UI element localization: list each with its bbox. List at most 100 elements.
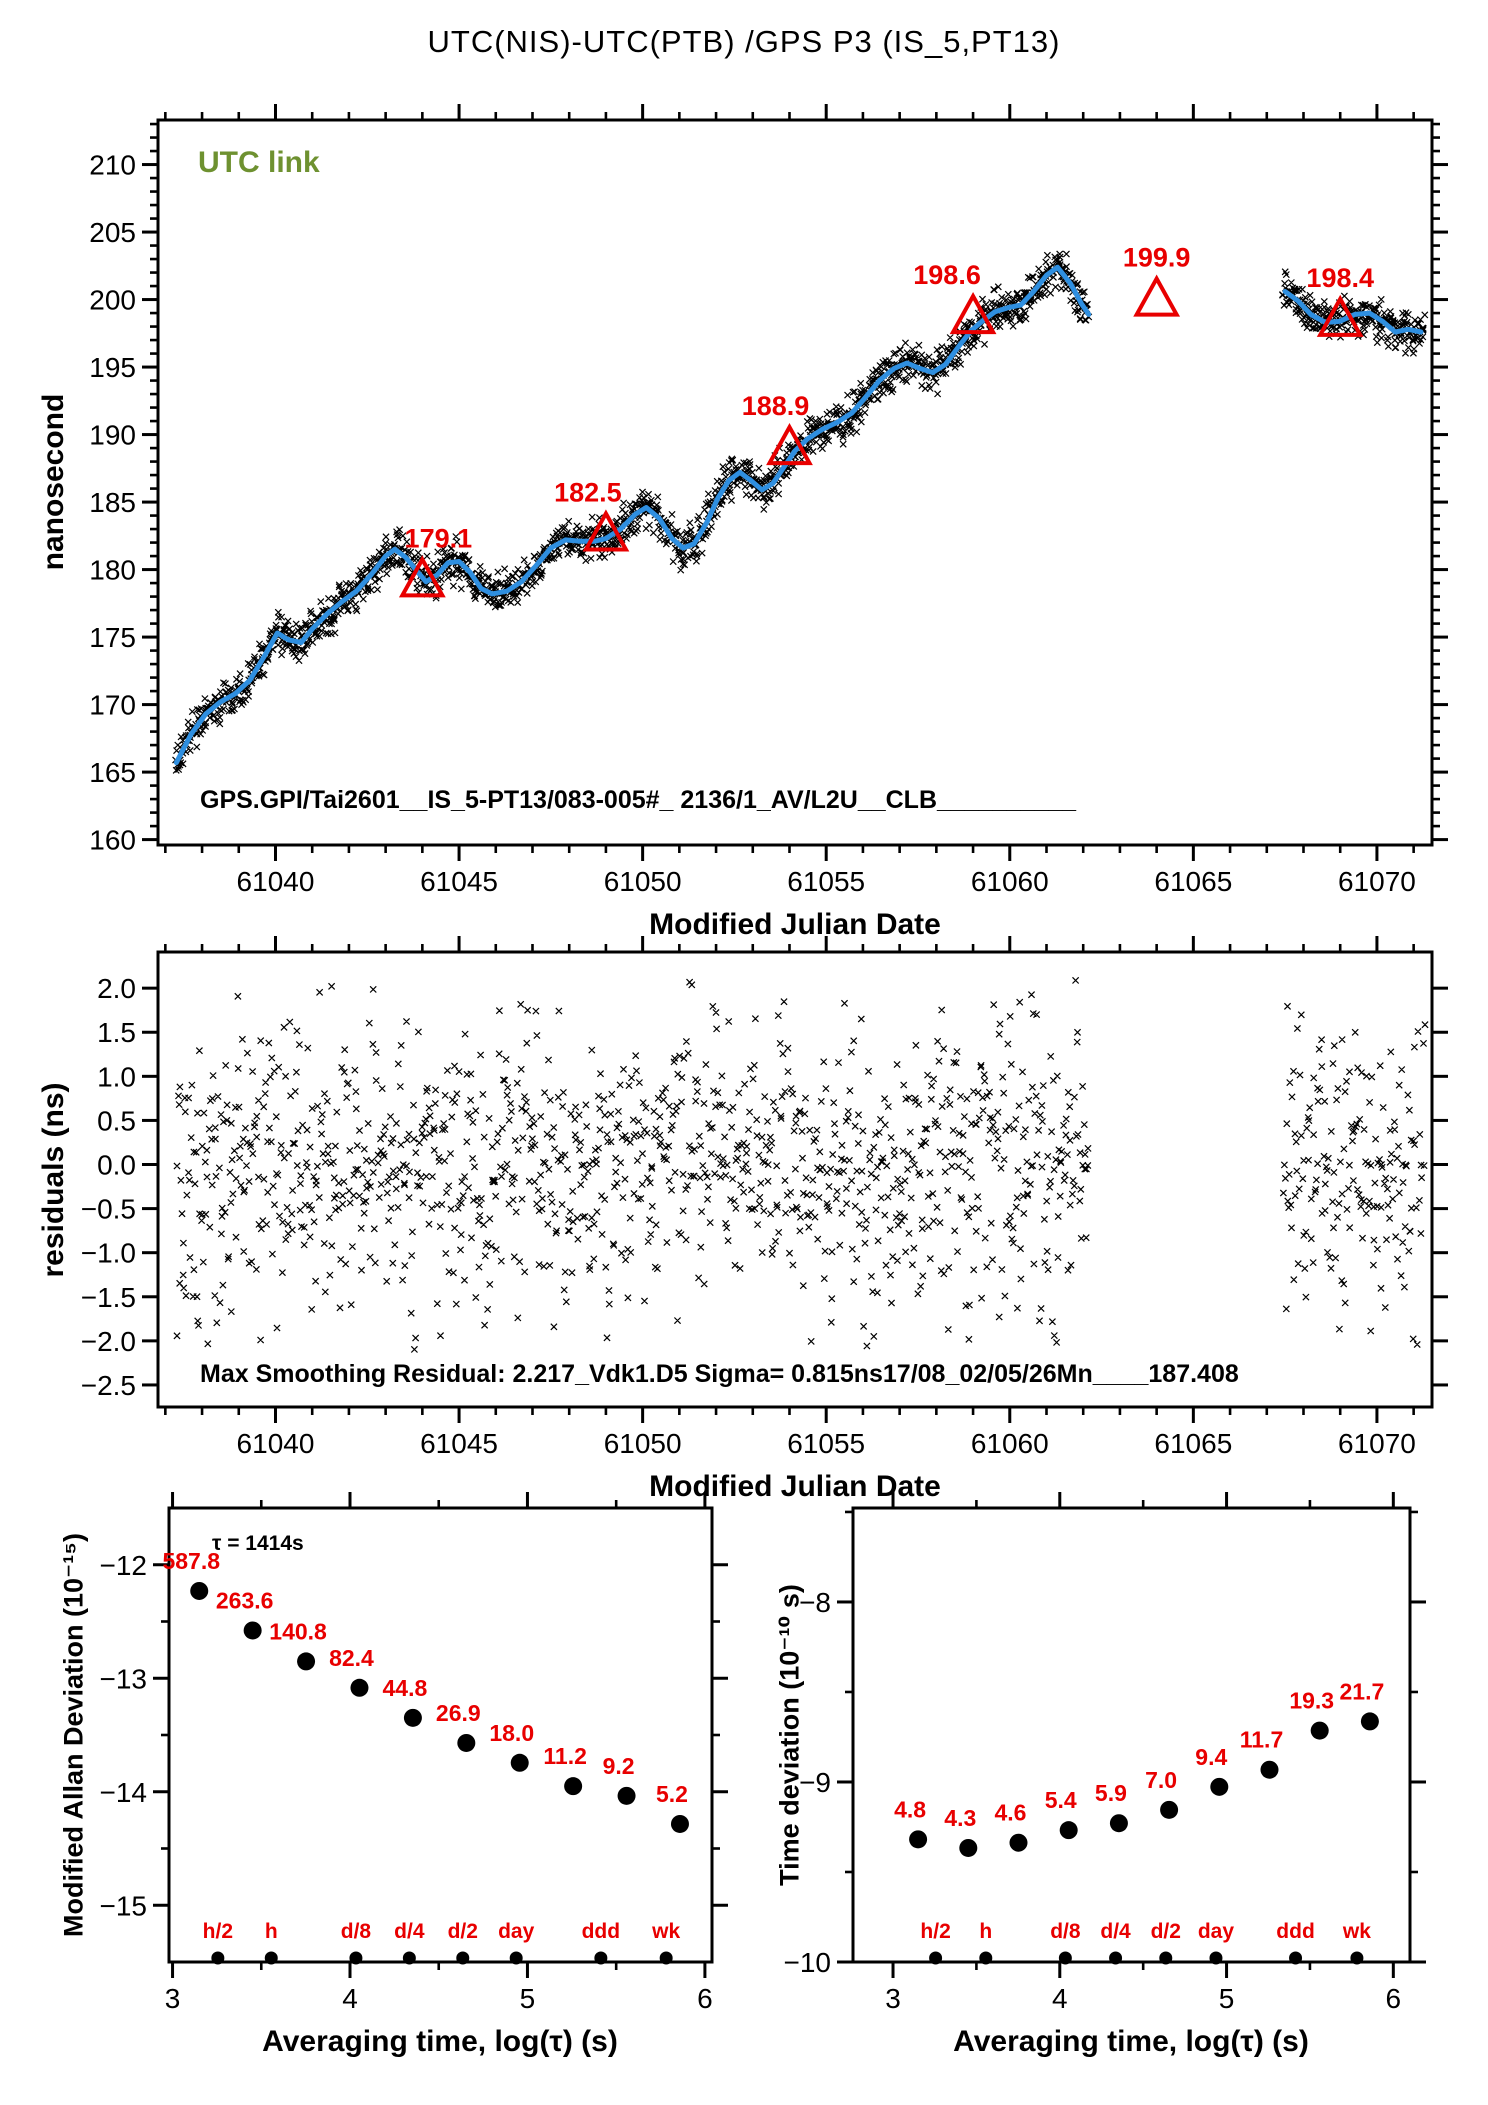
duration-label: h <box>979 1920 992 1943</box>
deviation-dot <box>243 1621 262 1640</box>
duration-dot-d/8 <box>1058 1951 1072 1965</box>
deviation-value-label: 7.0 <box>1145 1767 1177 1793</box>
deviation-value-label: 11.2 <box>543 1743 587 1769</box>
deviation-value-label: 587.8 <box>162 1548 220 1574</box>
deviation-value-label: 18.0 <box>489 1720 534 1746</box>
svg-text:−10: −10 <box>784 1947 832 1978</box>
duration-label: d/4 <box>1100 1920 1131 1943</box>
svg-text:180: 180 <box>89 555 136 586</box>
deviation-dot <box>670 1814 689 1833</box>
deviation-dot <box>1310 1721 1329 1740</box>
deviation-value-label: 82.4 <box>329 1645 374 1671</box>
utc-link-value-label: 188.9 <box>742 391 810 421</box>
svg-text:−14: −14 <box>100 1777 148 1808</box>
utc-link-triangle <box>1133 274 1181 317</box>
deviation-value-label: 263.6 <box>216 1587 274 1613</box>
svg-text:175: 175 <box>89 622 136 653</box>
svg-text:160: 160 <box>89 825 136 856</box>
deviation-dot <box>403 1708 422 1727</box>
smoothed-line-segment-1 <box>1282 289 1424 335</box>
mdev-panel-data-layer: h/2 h d/8 d/4 d/2 day ddd wk 587.8 263.6 140.882.4… <box>162 1548 689 1965</box>
svg-text:61070: 61070 <box>1338 1428 1416 1459</box>
duration-label: d/8 <box>341 1920 372 1943</box>
svg-text:1.0: 1.0 <box>97 1061 136 1092</box>
smoothed-line-segment-0 <box>173 264 1092 766</box>
duration-dot-d/8 <box>349 1951 363 1965</box>
svg-text:−2.0: −2.0 <box>81 1326 136 1357</box>
svg-text:6: 6 <box>697 1983 713 2014</box>
svg-text:1.5: 1.5 <box>97 1017 136 1048</box>
svg-text:61045: 61045 <box>420 866 498 897</box>
gps-scatter-points <box>172 250 1429 774</box>
duration-dot-d/2 <box>1159 1951 1173 1965</box>
svg-text:61070: 61070 <box>1338 866 1416 897</box>
deviation-value-label: 9.2 <box>603 1753 635 1779</box>
utc-link-value-label: 198.6 <box>913 260 981 290</box>
mdev-y-axis-title: Modified Allan Deviation (10⁻¹⁵) <box>58 1533 89 1937</box>
deviation-value-label: 4.6 <box>995 1800 1027 1826</box>
deviation-value-label: 5.9 <box>1095 1780 1127 1806</box>
deviation-dot <box>959 1838 978 1857</box>
residuals-y-axis-title: residuals (ns) <box>37 1082 70 1278</box>
deviation-dot <box>1059 1821 1078 1840</box>
mdev-panel-frame: 3 4 5 6 −12 −13 −14 −15 <box>100 1492 728 2014</box>
svg-text:−0.5: −0.5 <box>81 1194 136 1225</box>
deviation-value-label: 5.2 <box>656 1781 688 1807</box>
deviation-value-label: 5.4 <box>1045 1787 1077 1813</box>
tau-note: τ = 1414s <box>212 1532 304 1555</box>
svg-text:200: 200 <box>89 285 136 316</box>
deviation-dot <box>1160 1800 1179 1819</box>
deviation-dot <box>1009 1833 1028 1852</box>
svg-text:−1.0: −1.0 <box>81 1238 136 1269</box>
duration-dot-h <box>979 1951 993 1965</box>
deviation-dot <box>297 1652 316 1671</box>
svg-text:2.0: 2.0 <box>97 973 136 1004</box>
deviation-value-label: 44.8 <box>383 1675 428 1701</box>
deviation-dot <box>564 1777 583 1796</box>
duration-label: h/2 <box>203 1920 233 1943</box>
duration-label: day <box>498 1920 535 1943</box>
svg-text:61050: 61050 <box>604 1428 682 1459</box>
svg-text:61060: 61060 <box>971 866 1049 897</box>
duration-label: d/4 <box>394 1920 425 1943</box>
duration-label: ddd <box>582 1920 620 1943</box>
svg-text:170: 170 <box>89 690 136 721</box>
utc-link-value-label: 182.5 <box>554 478 622 508</box>
mdev-x-axis-title: Averaging time, log(τ) (s) <box>262 2025 618 2058</box>
svg-text:195: 195 <box>89 352 136 383</box>
utc-link-label: UTC link <box>198 146 320 179</box>
duration-dot-h/2 <box>211 1951 225 1965</box>
svg-text:−1.5: −1.5 <box>81 1282 136 1313</box>
deviation-dot <box>617 1786 636 1805</box>
deviation-dot <box>1260 1760 1279 1779</box>
deviation-dot <box>909 1830 928 1849</box>
deviation-value-label: 4.8 <box>894 1796 926 1822</box>
svg-text:61045: 61045 <box>420 1428 498 1459</box>
duration-label: day <box>1198 1920 1235 1943</box>
deviation-dot <box>457 1733 476 1752</box>
svg-text:−9: −9 <box>799 1767 831 1798</box>
deviation-dot <box>1360 1712 1379 1731</box>
duration-label: ddd <box>1276 1920 1314 1943</box>
duration-dot-day <box>509 1951 523 1965</box>
svg-text:5: 5 <box>1219 1983 1235 2014</box>
deviation-dot <box>350 1678 369 1697</box>
svg-text:165: 165 <box>89 757 136 788</box>
duration-dot-ddd <box>1289 1951 1303 1965</box>
residuals-panel-frame: 61040 61045 61050 61055 61060 61065 61070 2.0 1.… <box>81 936 1448 1459</box>
svg-text:61055: 61055 <box>787 866 865 897</box>
page-title: UTC(NIS)-UTC(PTB) /GPS P3 (IS_5,PT13) <box>427 24 1061 59</box>
duration-dot-d/2 <box>456 1951 470 1965</box>
duration-dot-h/2 <box>929 1951 943 1965</box>
duration-label: d/2 <box>1151 1920 1181 1943</box>
tdev-y-axis-title: Time deviation (10⁻¹⁰ s) <box>774 1584 805 1886</box>
svg-text:185: 185 <box>89 487 136 518</box>
deviation-value-label: 19.3 <box>1289 1688 1334 1714</box>
svg-text:−8: −8 <box>799 1587 831 1618</box>
utc-link-value-label: 199.9 <box>1123 243 1191 273</box>
utc-link-value-label: 198.4 <box>1306 263 1374 293</box>
top-y-axis-title: nanosecond <box>37 393 70 571</box>
deviation-dot <box>510 1753 529 1772</box>
